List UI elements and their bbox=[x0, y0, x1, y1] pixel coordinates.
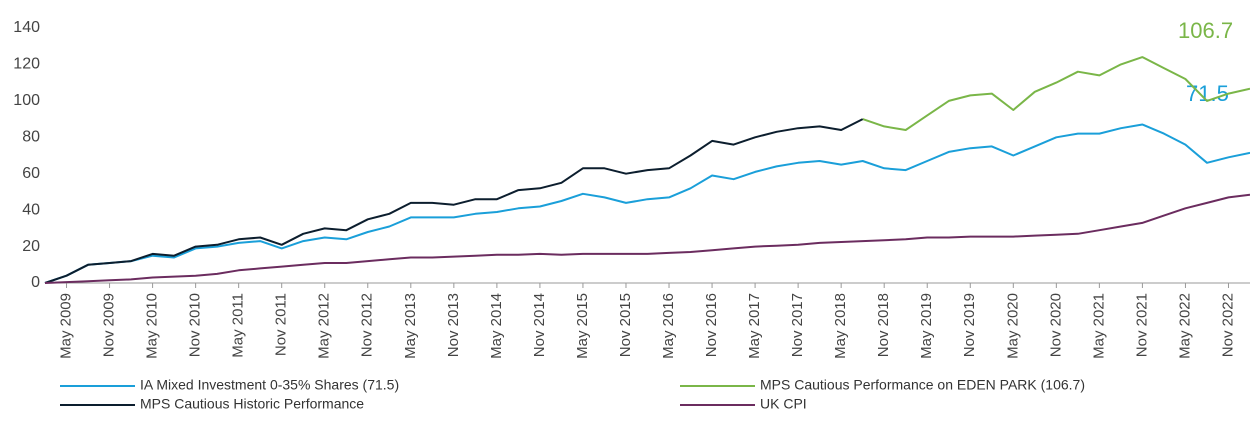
x-tick-label: Nov 2011 bbox=[273, 293, 290, 356]
series-line bbox=[44, 118, 864, 284]
x-tick-label: Nov 2018 bbox=[875, 293, 892, 357]
series-line bbox=[44, 193, 1250, 284]
x-tick-label: Nov 2015 bbox=[617, 293, 634, 357]
x-tick-label: May 2019 bbox=[918, 293, 935, 359]
y-tick-label: 0 bbox=[31, 274, 40, 291]
x-tick-label: May 2016 bbox=[660, 293, 677, 359]
y-tick-label: 100 bbox=[13, 92, 40, 109]
x-tick-label: Nov 2013 bbox=[445, 293, 462, 357]
x-tick-label: Nov 2019 bbox=[961, 293, 978, 357]
x-tick-label: Nov 2014 bbox=[531, 293, 548, 357]
y-tick-label: 40 bbox=[22, 201, 40, 218]
legend-label: UK CPI bbox=[760, 396, 807, 412]
legend-label: IA Mixed Investment 0-35% Shares (71.5) bbox=[140, 377, 399, 393]
y-tick-label: 120 bbox=[13, 56, 40, 73]
x-tick-label: Nov 2020 bbox=[1047, 293, 1064, 357]
x-tick-label: Nov 2016 bbox=[703, 293, 720, 357]
legend-label: MPS Cautious Performance on EDEN PARK (1… bbox=[760, 377, 1085, 393]
x-tick-label: May 2015 bbox=[574, 293, 591, 359]
x-tick-label: Nov 2021 bbox=[1133, 293, 1150, 357]
y-tick-label: 80 bbox=[22, 129, 40, 146]
x-tick-label: May 2021 bbox=[1090, 293, 1107, 359]
x-tick-label: May 2010 bbox=[144, 293, 161, 359]
x-tick-label: May 2011 bbox=[230, 293, 247, 358]
y-tick-label: 20 bbox=[22, 238, 40, 255]
x-tick-label: May 2014 bbox=[488, 293, 505, 359]
x-tick-label: Nov 2010 bbox=[187, 293, 204, 357]
x-tick-label: May 2009 bbox=[57, 293, 74, 359]
series-line bbox=[44, 123, 1250, 284]
series-line bbox=[862, 56, 1250, 131]
x-tick-label: May 2013 bbox=[402, 293, 419, 359]
x-tick-label: May 2018 bbox=[832, 293, 849, 359]
x-tick-label: May 2012 bbox=[316, 293, 333, 359]
x-tick-label: Nov 2017 bbox=[789, 293, 806, 357]
x-tick-label: May 2020 bbox=[1004, 293, 1021, 359]
annotation: 71.5 bbox=[1186, 81, 1229, 106]
x-tick-label: Nov 2012 bbox=[359, 293, 376, 357]
annotation: 106.7 bbox=[1178, 18, 1233, 43]
x-tick-label: Nov 2022 bbox=[1219, 293, 1236, 357]
x-tick-label: May 2022 bbox=[1176, 293, 1193, 359]
legend-label: MPS Cautious Historic Performance bbox=[140, 396, 364, 412]
x-tick-label: Nov 2009 bbox=[101, 293, 118, 357]
x-tick-label: May 2017 bbox=[746, 293, 763, 359]
y-tick-label: 140 bbox=[13, 19, 40, 36]
y-tick-label: 60 bbox=[22, 165, 40, 182]
